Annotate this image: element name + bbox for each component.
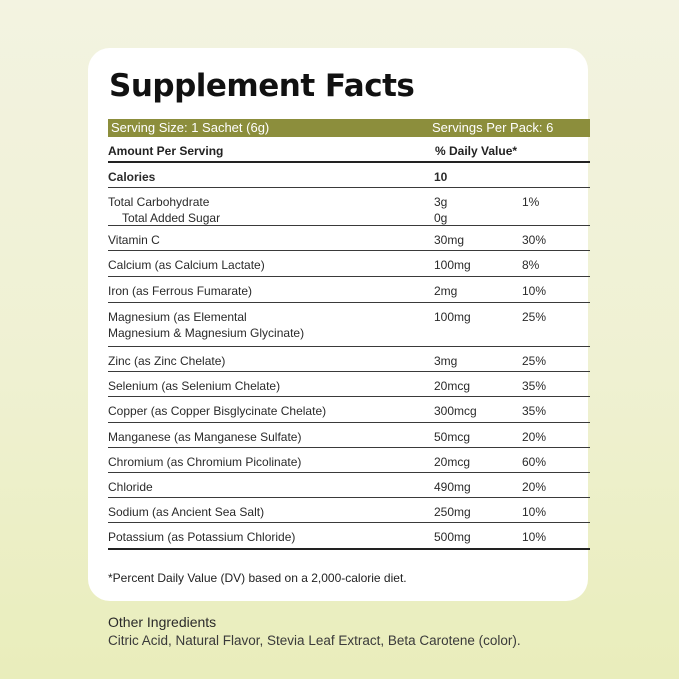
nutrient-name: Vitamin C xyxy=(108,233,160,247)
calories-value: 10 xyxy=(434,170,448,184)
table-row: Chloride 490mg 20% xyxy=(108,473,590,498)
nutrient-amount: 2mg xyxy=(434,284,458,298)
nutrient-amount: 20mcg xyxy=(434,455,471,469)
table-row: Vitamin C 30mg 30% xyxy=(108,226,590,251)
nutrient-amount: 490mg xyxy=(434,480,471,494)
nutrient-dv: 25% xyxy=(522,310,547,324)
serving-size: Serving Size: 1 Sachet (6g) xyxy=(111,120,270,135)
nutrient-dv: 8% xyxy=(522,258,540,272)
nutrient-name-line2: Magnesium & Magnesium Glycinate) xyxy=(108,326,305,340)
nutrient-amount: 50mcg xyxy=(434,430,471,444)
nutrient-amount: 3mg xyxy=(434,354,458,368)
nutrient-amount: 3g xyxy=(434,195,448,209)
nutrient-amount-sub: 0g xyxy=(434,211,448,225)
table-row: Copper (as Copper Bisglycinate Chelate) … xyxy=(108,397,590,423)
nutrient-name: Chloride xyxy=(108,480,153,494)
daily-value-header: % Daily Value* xyxy=(435,144,518,158)
nutrient-name: Manganese (as Manganese Sulfate) xyxy=(108,430,302,444)
nutrient-amount: 20mcg xyxy=(434,379,471,393)
table-row: Zinc (as Zinc Chelate) 3mg 25% xyxy=(108,347,590,372)
daily-value-footnote: *Percent Daily Value (DV) based on a 2,0… xyxy=(108,571,407,585)
table-row: Sodium (as Ancient Sea Salt) 250mg 10% xyxy=(108,498,590,523)
nutrient-name: Iron (as Ferrous Fumarate) xyxy=(108,284,253,298)
nutrient-amount: 100mg xyxy=(434,310,471,324)
nutrient-name: Sodium (as Ancient Sea Salt) xyxy=(108,505,265,519)
nutrient-amount: 500mg xyxy=(434,530,471,544)
amount-per-serving-header: Amount Per Serving xyxy=(108,144,224,158)
nutrient-name: Magnesium (as Elemental xyxy=(108,310,247,324)
nutrient-name: Copper (as Copper Bisglycinate Chelate) xyxy=(108,404,327,418)
nutrient-dv: 60% xyxy=(522,455,547,469)
nutrient-dv: 35% xyxy=(522,404,547,418)
nutrient-amount: 300mcg xyxy=(434,404,477,418)
nutrient-dv: 10% xyxy=(522,284,547,298)
supplement-facts-panel: Supplement Facts Serving Size: 1 Sachet … xyxy=(88,48,590,601)
serving-info-bar: Serving Size: 1 Sachet (6g) Servings Per… xyxy=(108,119,590,137)
nutrient-dv: 30% xyxy=(522,233,547,247)
panel-title: Supplement Facts xyxy=(109,68,415,104)
nutrient-amount: 250mg xyxy=(434,505,471,519)
nutrient-dv: 35% xyxy=(522,379,547,393)
nutrient-name: Potassium (as Potassium Chloride) xyxy=(108,530,296,544)
nutrient-amount: 100mg xyxy=(434,258,471,272)
nutrient-name: Total Carbohydrate xyxy=(108,195,210,209)
table-row: Potassium (as Potassium Chloride) 500mg … xyxy=(108,523,590,550)
nutrient-dv: 20% xyxy=(522,430,547,444)
nutrient-name: Chromium (as Chromium Picolinate) xyxy=(108,455,302,469)
nutrient-dv: 10% xyxy=(522,505,547,519)
other-ingredients-text: Citric Acid, Natural Flavor, Stevia Leaf… xyxy=(108,633,521,648)
table-row: Chromium (as Chromium Picolinate) 20mcg … xyxy=(108,448,590,473)
table-header-row: Amount Per Serving % Daily Value* xyxy=(108,137,590,163)
table-row: Manganese (as Manganese Sulfate) 50mcg 2… xyxy=(108,423,590,448)
calories-label: Calories xyxy=(108,170,156,184)
table-row: Iron (as Ferrous Fumarate) 2mg 10% xyxy=(108,277,590,303)
table-row: Magnesium (as Elemental Magnesium & Magn… xyxy=(108,303,590,347)
nutrient-name: Calcium (as Calcium Lactate) xyxy=(108,258,265,272)
servings-per-pack: Servings Per Pack: 6 xyxy=(432,120,554,135)
nutrient-dv: 20% xyxy=(522,480,547,494)
nutrient-dv: 10% xyxy=(522,530,547,544)
table-row: Selenium (as Selenium Chelate) 20mcg 35% xyxy=(108,372,590,397)
nutrient-name: Zinc (as Zinc Chelate) xyxy=(108,354,226,368)
nutrient-dv: 25% xyxy=(522,354,547,368)
nutrient-subname: Total Added Sugar xyxy=(122,211,221,225)
nutrient-amount: 30mg xyxy=(434,233,465,247)
other-ingredients-title: Other Ingredients xyxy=(108,614,217,630)
nutrient-table: Amount Per Serving % Daily Value* Calori… xyxy=(108,137,590,550)
nutrient-dv: 1% xyxy=(522,195,540,209)
nutrient-name: Selenium (as Selenium Chelate) xyxy=(108,379,281,393)
table-row: Total Carbohydrate Total Added Sugar 3g … xyxy=(108,188,590,226)
calories-row: Calories 10 xyxy=(108,163,590,188)
table-row: Calcium (as Calcium Lactate) 100mg 8% xyxy=(108,251,590,277)
